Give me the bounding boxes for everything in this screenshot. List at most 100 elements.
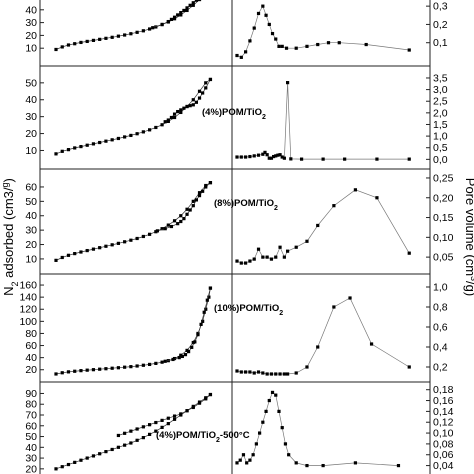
desorption-point bbox=[187, 349, 191, 354]
adsorption-point bbox=[91, 247, 96, 251]
left-tick-label: 70 bbox=[25, 410, 37, 422]
pore-volume-point bbox=[265, 153, 269, 157]
pore-volume-point bbox=[244, 155, 248, 159]
left-tick-label: 20 bbox=[25, 128, 37, 140]
pore-volume-point bbox=[261, 420, 265, 424]
pore-volume-point bbox=[235, 369, 239, 373]
pore-volume-line bbox=[236, 5, 410, 58]
desorption-point bbox=[204, 86, 208, 90]
desorption-point bbox=[185, 104, 189, 109]
panel-frames bbox=[39, 0, 431, 474]
pore-volume-point bbox=[407, 365, 411, 369]
pore-volume-point bbox=[343, 157, 347, 161]
pore-volume-point bbox=[369, 342, 374, 346]
pore-volume-point bbox=[332, 305, 336, 309]
right-tick-label: 0,1 bbox=[433, 37, 448, 49]
adsorption-point bbox=[135, 236, 139, 241]
adsorption-point bbox=[141, 363, 145, 367]
right-tick-label: 0,4 bbox=[433, 342, 448, 354]
pore-volume-point bbox=[289, 157, 293, 161]
pore-volume-point bbox=[299, 157, 304, 161]
adsorption-point bbox=[98, 367, 102, 371]
desorption-point bbox=[194, 100, 198, 104]
left-tick-label: 10 bbox=[25, 253, 37, 265]
pore-volume-line bbox=[236, 391, 399, 466]
left-tick-label: 140 bbox=[19, 292, 37, 304]
right-tick-label: 0,16 bbox=[433, 395, 454, 407]
adsorption-point bbox=[179, 110, 183, 115]
adsorption-point bbox=[54, 467, 58, 471]
left-tick-label: 160 bbox=[19, 280, 37, 292]
desorption-point bbox=[129, 429, 133, 433]
left-tick-label: 80 bbox=[25, 399, 37, 411]
adsorption-point bbox=[104, 139, 108, 143]
adsorption-point bbox=[129, 133, 133, 138]
pore-volume-point bbox=[280, 155, 284, 159]
adsorption-point bbox=[204, 307, 208, 311]
desorption-point bbox=[197, 401, 202, 405]
right-tick-label: 0,10 bbox=[433, 428, 454, 440]
adsorption-point bbox=[79, 144, 83, 149]
right-tick-label: 0,10 bbox=[433, 232, 454, 244]
pore-volume-point bbox=[375, 157, 379, 161]
left-tick-label: 30 bbox=[25, 111, 37, 123]
adsorption-point bbox=[116, 34, 120, 38]
pore-volume-point bbox=[252, 154, 256, 158]
adsorption-point bbox=[172, 115, 177, 120]
adsorption-point bbox=[85, 143, 89, 147]
adsorption-line bbox=[55, 182, 211, 261]
left-tick-label: 40 bbox=[25, 94, 37, 106]
pore-volume-point bbox=[276, 153, 280, 157]
desorption-point bbox=[182, 106, 186, 110]
adsorption-point bbox=[185, 8, 189, 13]
desorption-point bbox=[204, 397, 208, 401]
adsorption-point bbox=[85, 39, 89, 44]
pore-volume-point bbox=[274, 154, 278, 158]
adsorption-point bbox=[66, 253, 71, 257]
pore-volume-point bbox=[282, 156, 286, 160]
pore-volume-point bbox=[407, 157, 411, 161]
pore-volume-point bbox=[274, 37, 278, 41]
adsorption-point bbox=[104, 244, 108, 248]
desorption-point bbox=[169, 17, 174, 21]
adsorption-point bbox=[160, 227, 164, 231]
desorption-point bbox=[208, 181, 213, 185]
adsorption-point bbox=[110, 138, 114, 142]
adsorption-point bbox=[148, 232, 152, 236]
left-tick-label: 120 bbox=[19, 304, 37, 316]
pore-volume-point bbox=[267, 22, 271, 27]
pore-volume-point bbox=[270, 31, 275, 36]
left-tick-label: 20 bbox=[25, 30, 37, 42]
left-tick-label: 90 bbox=[25, 388, 37, 400]
adsorption-point bbox=[66, 148, 71, 152]
adsorption-point bbox=[207, 295, 211, 299]
desorption-point bbox=[197, 193, 202, 198]
adsorption-point bbox=[141, 130, 145, 134]
adsorption-point bbox=[98, 140, 102, 145]
pore-volume-point bbox=[287, 453, 291, 457]
desorption-point bbox=[154, 420, 158, 425]
desorption-point bbox=[171, 357, 175, 362]
pore-volume-point bbox=[238, 458, 242, 462]
pore-volume-point bbox=[269, 156, 274, 160]
pore-volume-point bbox=[353, 461, 358, 465]
adsorption-line bbox=[55, 79, 211, 155]
pore-volume-point bbox=[265, 255, 269, 259]
adsorption-point bbox=[148, 432, 152, 436]
pore-volume-point bbox=[364, 42, 368, 47]
pore-volume-point bbox=[239, 370, 243, 374]
right-tick-label: 0,3 bbox=[433, 1, 448, 13]
adsorption-point bbox=[197, 89, 202, 93]
pore-volume-point bbox=[396, 463, 401, 468]
adsorption-point bbox=[73, 369, 77, 373]
adsorption-point bbox=[60, 465, 64, 469]
desorption-point bbox=[182, 217, 186, 221]
pore-volume-point bbox=[252, 257, 256, 261]
right-tick-label: 0,0 bbox=[433, 154, 448, 166]
pore-volume-point bbox=[294, 245, 298, 249]
left-tick-label: 40 bbox=[25, 210, 37, 222]
desorption-point bbox=[123, 431, 127, 435]
left-tick-label: 60 bbox=[25, 420, 37, 432]
adsorption-point bbox=[191, 3, 195, 7]
